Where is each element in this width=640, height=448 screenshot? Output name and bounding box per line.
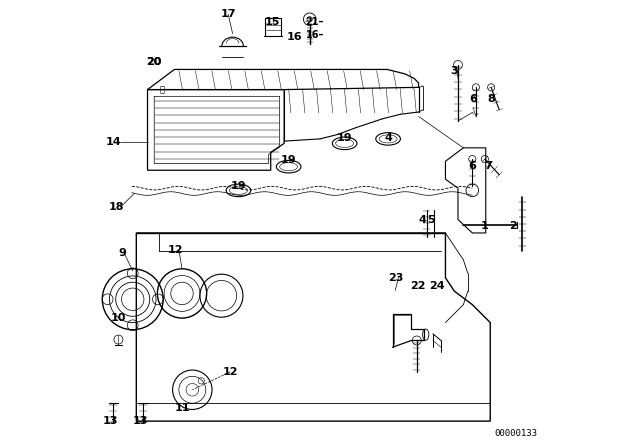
Text: ⚿: ⚿ [160,85,165,94]
Text: 10: 10 [111,313,126,323]
Text: 4: 4 [384,133,392,143]
Text: 3: 3 [451,66,458,76]
Text: 6: 6 [468,161,476,171]
Text: 19: 19 [281,155,296,165]
Text: 4: 4 [418,215,426,225]
Text: 13: 13 [133,416,148,426]
Text: 11: 11 [174,403,190,413]
Text: 00000133: 00000133 [494,429,538,438]
Text: 19: 19 [230,181,246,191]
Text: 12: 12 [223,367,238,377]
Text: 23: 23 [388,273,404,283]
Text: 14: 14 [106,138,122,147]
Text: 24: 24 [429,281,444,291]
Text: 7: 7 [484,161,492,171]
Text: 12: 12 [168,245,184,255]
Text: 13: 13 [102,416,118,426]
Text: 19: 19 [337,133,353,143]
Text: 15: 15 [265,17,280,26]
Text: 2: 2 [509,221,516,231]
Text: 20: 20 [147,57,162,67]
Text: 8: 8 [487,94,495,103]
Text: 9: 9 [118,248,126,258]
Text: 1: 1 [481,221,489,231]
Text: 18: 18 [109,202,124,212]
Text: 16: 16 [287,32,303,42]
Text: 6: 6 [469,94,477,103]
Text: 17: 17 [220,9,236,19]
Text: 5: 5 [428,215,435,225]
Text: 20: 20 [147,57,162,67]
Text: 22: 22 [410,281,426,291]
Text: 16–: 16– [306,30,324,40]
Text: 21–: 21– [306,17,324,26]
